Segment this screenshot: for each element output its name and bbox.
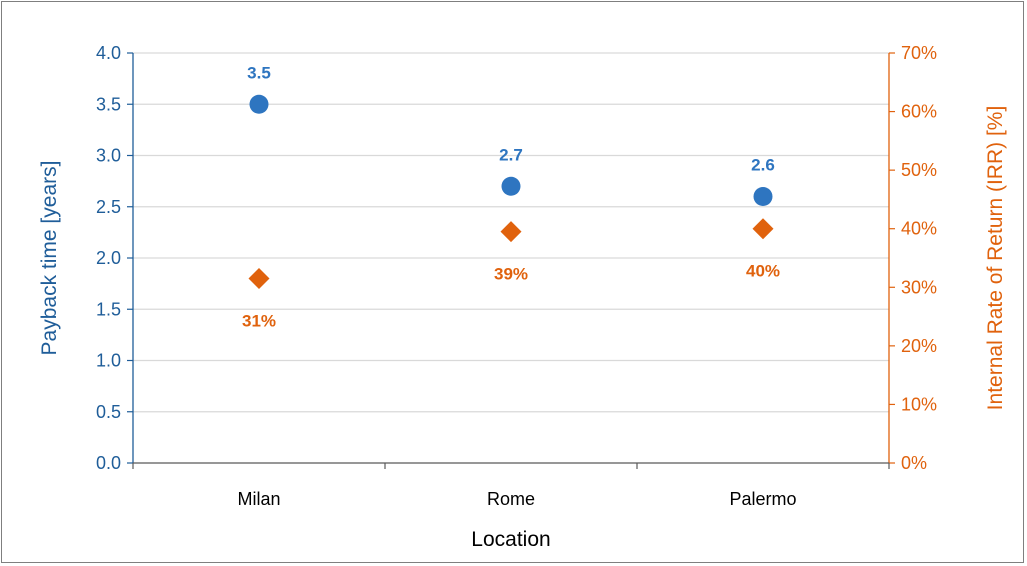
- left-tick-label: 4.0: [96, 43, 121, 63]
- gridlines: [133, 52, 889, 413]
- data-marks: [248, 94, 774, 289]
- right-tick-label: 10%: [901, 394, 937, 414]
- x-tick-label: Milan: [237, 489, 280, 509]
- irr-point: [752, 218, 774, 240]
- right-tick-label: 60%: [901, 102, 937, 122]
- right-tick-label: 30%: [901, 277, 937, 297]
- left-tick-label: 3.0: [96, 146, 121, 166]
- left-tick-label: 0.5: [96, 402, 121, 422]
- right-tick-label: 0%: [901, 453, 927, 473]
- right-tick-label: 50%: [901, 160, 937, 180]
- irr-data-label: 31%: [242, 312, 276, 331]
- payback-data-label: 3.5: [247, 63, 271, 82]
- payback-point: [249, 94, 269, 114]
- right-tick-label: 20%: [901, 336, 937, 356]
- payback-point: [501, 176, 521, 196]
- left-axis-title: Payback time [years]: [38, 161, 61, 356]
- x-tick-label: Palermo: [729, 489, 796, 509]
- left-tick-label: 2.0: [96, 248, 121, 268]
- data-labels: 3.5 2.7 2.6 31% 39% 40%: [242, 63, 780, 330]
- left-tick-label: 2.5: [96, 197, 121, 217]
- right-axis-ticks: 0% 10% 20% 30% 40% 50% 60% 70%: [889, 43, 937, 473]
- left-tick-label: 1.5: [96, 299, 121, 319]
- irr-point: [500, 221, 522, 243]
- irr-data-label: 39%: [494, 265, 528, 284]
- left-tick-label: 1.0: [96, 351, 121, 371]
- left-tick-label: 3.5: [96, 94, 121, 114]
- payback-data-label: 2.6: [751, 156, 775, 175]
- x-axis-title: Location: [471, 528, 550, 551]
- payback-data-label: 2.7: [499, 145, 523, 164]
- left-tick-label: 0.0: [96, 453, 121, 473]
- left-axis-ticks: 0.0 0.5 1.0 1.5 2.0 2.5 3.0 3.5 4.0: [96, 43, 133, 473]
- irr-data-label: 40%: [746, 262, 780, 281]
- payback-point: [753, 187, 773, 206]
- right-tick-label: 70%: [901, 43, 937, 63]
- irr-point: [248, 268, 270, 289]
- x-axis-ticks: Milan Rome Palermo: [132, 463, 890, 509]
- right-axis-title: Internal Rate of Return (IRR) [%]: [984, 106, 1007, 411]
- right-tick-label: 40%: [901, 219, 937, 239]
- x-tick-label: Rome: [487, 489, 535, 509]
